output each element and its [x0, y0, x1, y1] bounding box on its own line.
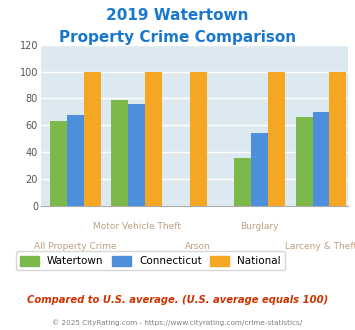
Bar [145, 72, 162, 206]
Bar [329, 72, 346, 206]
Bar [50, 121, 67, 206]
Text: Property Crime Comparison: Property Crime Comparison [59, 30, 296, 45]
Text: Burglary: Burglary [240, 222, 279, 231]
Text: © 2025 CityRating.com - https://www.cityrating.com/crime-statistics/: © 2025 CityRating.com - https://www.city… [53, 319, 302, 326]
Bar [251, 134, 268, 206]
Bar [129, 104, 145, 206]
Bar [190, 72, 207, 206]
Bar [84, 72, 101, 206]
Text: All Property Crime: All Property Crime [34, 242, 117, 251]
Legend: Watertown, Connecticut, National: Watertown, Connecticut, National [16, 251, 285, 270]
Bar [296, 117, 313, 206]
Text: Arson: Arson [185, 242, 211, 251]
Text: Compared to U.S. average. (U.S. average equals 100): Compared to U.S. average. (U.S. average … [27, 295, 328, 305]
Text: Motor Vehicle Theft: Motor Vehicle Theft [93, 222, 181, 231]
Bar [111, 100, 129, 206]
Text: Larceny & Theft: Larceny & Theft [285, 242, 355, 251]
Bar [234, 158, 251, 206]
Bar [268, 72, 285, 206]
Bar [67, 115, 84, 206]
Text: 2019 Watertown: 2019 Watertown [106, 8, 249, 23]
Bar [313, 112, 329, 206]
